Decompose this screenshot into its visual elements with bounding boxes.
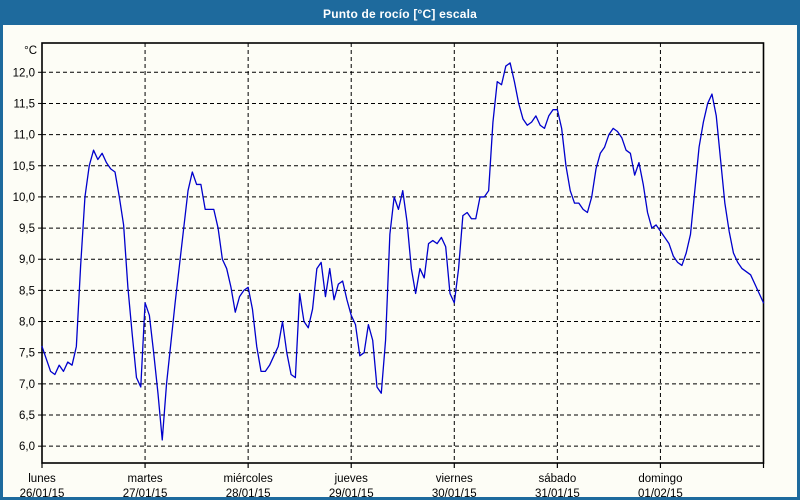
grid-layer: [42, 43, 764, 463]
x-day-date-label: 30/01/15: [432, 488, 477, 497]
x-day-name-label: viernes: [436, 473, 473, 485]
x-day-date-label: 29/01/15: [329, 488, 374, 497]
frame-layer: [38, 42, 765, 468]
y-tick-label: 8,0: [19, 317, 35, 329]
chart-area: 12,0 11,5 11,0 10,5 10,0 9,5 9,0 8,5 8,0 7,5 7,0 6,…: [6, 25, 797, 497]
x-day-name-label: martes: [127, 473, 162, 485]
y-tick-label: 12,0: [13, 67, 35, 79]
x-day-date-label: 26/01/15: [20, 488, 65, 497]
dewpoint-series-line: [41, 62, 765, 441]
y-tick-label: 10,0: [13, 192, 35, 204]
plot-frame: [41, 42, 765, 464]
y-tick-label: 6,5: [19, 410, 35, 422]
y-tick-label: 7,5: [19, 348, 35, 360]
series-layer: [41, 62, 765, 441]
y-tick-label: 11,5: [13, 98, 35, 110]
x-day-date-label: 27/01/15: [123, 488, 168, 497]
x-day-date-label: 01/02/15: [638, 488, 683, 497]
y-tick-label: 9,5: [19, 223, 35, 235]
y-tick-label: 7,0: [19, 379, 35, 391]
x-day-name-label: jueves: [334, 473, 368, 485]
y-tick-label: 10,5: [13, 161, 35, 173]
dewpoint-line-chart: 12,0 11,5 11,0 10,5 10,0 9,5 9,0 8,5 8,0 7,5 7,0 6,…: [13, 42, 765, 497]
x-day-name-label: lunes: [28, 473, 56, 485]
x-day-name-label: domingo: [638, 473, 682, 485]
chart-title-bar: Punto de rocío [°C] escala: [3, 3, 797, 25]
y-axis-unit-label: °C: [24, 45, 37, 57]
x-day-date-label: 28/01/15: [226, 488, 271, 497]
labels-layer: 12,0 11,5 11,0 10,5 10,0 9,5 9,0 8,5 8,0 7,5 7,0 6,…: [13, 45, 683, 497]
y-tick-label: 6,0: [19, 441, 35, 453]
x-day-name-label: sábado: [538, 473, 576, 485]
x-day-name-label: miércoles: [224, 473, 273, 485]
y-tick-label: 8,5: [19, 285, 35, 297]
y-tick-label: 11,0: [13, 130, 35, 142]
y-tick-label: 9,0: [19, 254, 35, 266]
x-day-date-label: 31/01/15: [535, 488, 580, 497]
